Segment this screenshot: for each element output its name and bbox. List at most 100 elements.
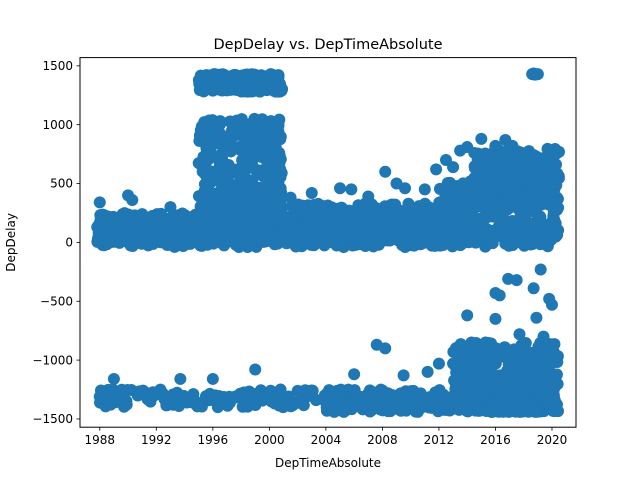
- data-point: [528, 234, 541, 247]
- data-point: [370, 391, 383, 404]
- data-point: [147, 389, 160, 402]
- data-point: [453, 361, 466, 374]
- x-tick-label: 2000: [254, 433, 285, 447]
- data-point: [534, 263, 547, 276]
- data-point: [226, 81, 239, 94]
- data-point: [399, 182, 412, 195]
- data-point: [264, 153, 277, 166]
- data-point: [473, 353, 486, 366]
- data-point: [357, 217, 370, 230]
- data-point: [213, 160, 226, 173]
- data-point: [287, 396, 300, 409]
- x-axis-label: DepTimeAbsolute: [275, 456, 381, 470]
- x-tick-label: 1988: [85, 433, 116, 447]
- data-point: [501, 196, 514, 209]
- data-point: [362, 190, 375, 203]
- data-point: [350, 208, 363, 221]
- data-point: [93, 390, 106, 403]
- x-tick-label: 2008: [367, 433, 398, 447]
- data-point: [246, 174, 259, 187]
- data-point: [400, 398, 413, 411]
- data-point: [306, 210, 319, 223]
- data-point: [172, 400, 185, 413]
- data-point: [239, 131, 252, 144]
- data-point: [536, 385, 549, 398]
- x-tick-label: 2020: [537, 433, 568, 447]
- data-point: [334, 182, 347, 195]
- data-point: [302, 227, 315, 240]
- data-point: [529, 402, 542, 415]
- data-point: [246, 159, 259, 172]
- data-point: [203, 143, 216, 156]
- data-point: [516, 194, 529, 207]
- data-point: [460, 224, 473, 237]
- data-point: [511, 362, 524, 375]
- chart-title: DepDelay vs. DepTimeAbsolute: [214, 37, 443, 53]
- data-point: [305, 186, 318, 199]
- data-point: [482, 364, 495, 377]
- data-point: [164, 201, 177, 214]
- data-point: [460, 206, 473, 219]
- data-point: [240, 83, 253, 96]
- data-point: [372, 219, 385, 232]
- data-point: [405, 233, 418, 246]
- data-point: [532, 340, 545, 353]
- data-point: [256, 201, 269, 214]
- data-point: [161, 398, 174, 411]
- data-point: [506, 139, 519, 152]
- data-point: [545, 298, 558, 311]
- data-point: [166, 235, 179, 248]
- data-point: [544, 165, 557, 178]
- data-point: [440, 208, 453, 221]
- data-point: [126, 194, 139, 207]
- data-point: [534, 211, 547, 224]
- data-point: [348, 368, 361, 381]
- data-point: [335, 207, 347, 219]
- data-point: [447, 345, 460, 358]
- data-point: [430, 163, 443, 176]
- data-point: [417, 210, 430, 223]
- data-point: [511, 235, 524, 248]
- data-point: [531, 68, 544, 81]
- data-point: [396, 229, 409, 242]
- data-point: [440, 397, 453, 410]
- data-point: [432, 357, 445, 370]
- data-point: [107, 372, 120, 385]
- data-point: [475, 132, 488, 145]
- data-point: [533, 158, 546, 171]
- data-point: [241, 396, 254, 409]
- data-point: [324, 225, 337, 238]
- data-point: [245, 71, 258, 84]
- data-point: [274, 194, 287, 207]
- data-point: [531, 349, 544, 362]
- y-tick-label: 1000: [42, 118, 73, 132]
- data-point: [264, 183, 277, 196]
- y-axis: −1500 −1000 −500 0 500 1000 1500: [32, 59, 80, 426]
- data-point: [364, 235, 377, 248]
- data-point: [389, 198, 402, 211]
- data-point: [248, 112, 261, 125]
- data-point: [493, 289, 506, 302]
- data-point: [489, 312, 502, 325]
- data-point: [514, 214, 527, 227]
- data-point: [520, 363, 533, 376]
- data-point: [281, 224, 294, 237]
- data-point: [230, 114, 243, 127]
- data-point: [299, 388, 312, 401]
- data-point: [268, 72, 281, 85]
- data-point: [482, 200, 495, 213]
- data-point: [224, 205, 237, 218]
- data-point: [418, 183, 431, 196]
- data-point: [505, 155, 518, 168]
- data-point: [131, 389, 144, 402]
- data-point: [316, 215, 329, 228]
- data-point: [465, 336, 478, 349]
- data-point: [248, 388, 261, 401]
- data-point: [123, 214, 136, 227]
- data-point: [403, 208, 416, 221]
- data-point: [265, 212, 278, 225]
- data-point: [539, 220, 552, 233]
- data-point: [260, 141, 273, 154]
- data-point: [181, 225, 194, 238]
